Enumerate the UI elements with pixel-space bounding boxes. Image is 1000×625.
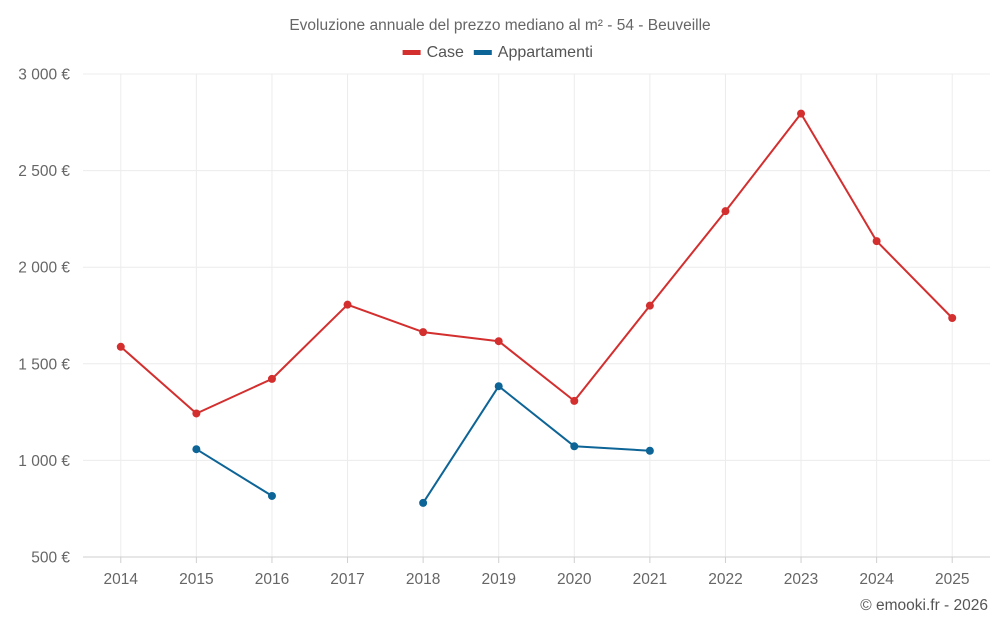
data-point-appartamenti[interactable] [192,445,201,454]
legend: Case Appartamenti [402,44,593,61]
x-tick-label: 2020 [557,571,592,588]
data-point-case[interactable] [645,301,654,310]
data-point-case[interactable] [494,337,503,346]
data-point-appartamenti[interactable] [419,498,428,507]
data-point-case[interactable] [948,314,957,323]
data-point-appartamenti[interactable] [570,442,579,451]
credit-text: © emooki.fr - 2026 [860,597,988,614]
data-point-case[interactable] [116,342,125,351]
series-case [116,109,957,418]
y-axis: 500 € 1 000 € 1 500 € 2 000 € 2 500 € 3 000 € [18,67,70,567]
y-tick-label: 3 000 € [18,67,70,84]
data-point-case[interactable] [570,396,579,405]
y-tick-label: 2 000 € [18,260,70,277]
x-tick-label: 2015 [179,571,213,588]
data-point-case[interactable] [192,409,201,418]
legend-item-case[interactable]: Case [402,44,464,61]
x-tick-label: 2024 [859,571,894,588]
x-tick-label: 2022 [708,571,742,588]
y-tick-label: 500 € [31,550,70,567]
x-tick-label: 2014 [104,571,139,588]
y-tick-label: 2 500 € [18,163,70,180]
x-tick-label: 2016 [255,571,289,588]
x-tick-label: 2023 [784,571,818,588]
data-point-case[interactable] [267,374,276,383]
legend-label: Case [427,44,464,61]
y-tick-label: 1 000 € [18,453,70,470]
series-group [116,109,957,507]
x-tick-label: 2018 [406,571,440,588]
legend-item-appartamenti[interactable]: Appartamenti [473,44,593,61]
x-axis: 2014 2015 2016 2017 2018 2019 2020 2021 2022 2023… [83,556,990,588]
series-line-appartamenti [422,385,650,504]
data-point-appartamenti[interactable] [494,382,503,391]
series-line-appartamenti [195,448,273,497]
series-line-case [120,112,953,415]
data-point-case[interactable] [872,237,881,246]
chart-title: Evoluzione annuale del prezzo mediano al… [289,17,710,34]
legend-swatch [402,50,421,55]
data-point-case[interactable] [797,109,806,118]
y-tick-label: 1 500 € [18,356,70,373]
legend-swatch [473,50,492,55]
series-appartamenti [192,382,654,507]
x-tick-label: 2017 [330,571,364,588]
x-tick-label: 2019 [481,571,515,588]
x-tick-label: 2021 [633,571,667,588]
data-point-case[interactable] [419,328,428,337]
grid [83,73,990,557]
data-point-appartamenti[interactable] [645,446,654,455]
x-tick-label: 2025 [935,571,969,588]
data-point-case[interactable] [343,300,352,309]
data-point-appartamenti[interactable] [267,491,276,500]
legend-label: Appartamenti [498,44,593,61]
data-point-case[interactable] [721,207,730,216]
